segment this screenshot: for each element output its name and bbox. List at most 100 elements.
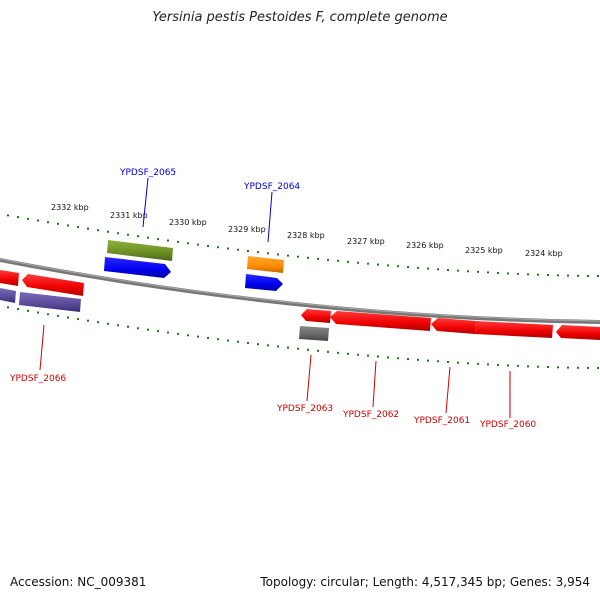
minor-tick [37,311,39,314]
minor-tick [477,270,479,273]
gene-YPDSF_2060[interactable] [475,321,553,338]
label-leaders [39,177,511,418]
minor-tick [577,274,579,277]
minor-tick [427,359,429,362]
minor-tick [377,263,379,266]
minor-tick [467,270,469,273]
minor-tick [557,274,559,277]
gene-YPDSF_2061[interactable] [431,318,476,334]
minor-tick [417,266,419,269]
minor-tick [107,230,109,233]
minor-tick [277,253,279,256]
minor-tick [197,335,199,338]
minor-tick [587,366,589,369]
minor-tick [357,353,359,356]
minor-tick [307,256,309,259]
minor-tick [527,365,529,368]
gene-label[interactable]: YPDSF_2064 [243,182,300,192]
minor-tick [87,319,89,322]
minor-tick [417,358,419,361]
minor-tick [217,338,219,341]
gene-YPDSF_2063[interactable] [299,309,331,341]
gene-red-left[interactable] [22,274,84,296]
minor-tick [77,226,79,229]
minor-tick [107,322,109,325]
gene-YPDSF_2066[interactable] [19,292,81,312]
minor-tick [197,243,199,246]
minor-tick [547,274,549,277]
minor-tick [167,239,169,242]
minor-tick [157,330,159,333]
gene-YPDSF_2064[interactable] [245,256,284,291]
minor-tick [537,365,539,368]
minor-tick [17,216,19,219]
minor-tick [397,357,399,360]
minor-tick [87,227,89,230]
gene-label[interactable]: YPDSF_2066 [9,374,66,384]
minor-tick [497,363,499,366]
minor-tick [437,360,439,363]
scale-ticks-outer [7,214,599,277]
scale-label: 2331 kbp [110,211,148,220]
minor-tick [257,251,259,254]
minor-tick [377,355,379,358]
minor-tick [337,351,339,354]
minor-tick [597,366,599,369]
gene-left-edge [0,270,19,303]
minor-tick [307,348,309,351]
scale-label: 2324 kbp [525,249,563,258]
minor-tick [327,258,329,261]
minor-tick [97,229,99,232]
accession-text: Accession: NC_009381 [10,575,147,589]
minor-tick [317,257,319,260]
minor-tick [517,364,519,367]
gene-YPDSF_2065[interactable] [104,240,173,278]
minor-tick [587,274,589,277]
minor-tick [157,238,159,241]
gene-label[interactable]: YPDSF_2060 [479,420,536,430]
minor-tick [357,261,359,264]
gene-label[interactable]: YPDSF_2063 [276,404,333,414]
minor-tick [567,366,569,369]
minor-tick [397,265,399,268]
scale-label: 2327 kbp [347,237,385,246]
minor-tick [117,232,119,235]
minor-tick [127,325,129,328]
minor-tick [77,318,79,321]
gene-label[interactable]: YPDSF_2065 [119,168,176,178]
minor-tick [487,271,489,274]
scale-label: 2329 kbp [228,225,266,234]
minor-tick [457,361,459,364]
minor-tick [277,345,279,348]
minor-tick [187,242,189,245]
minor-tick [557,366,559,369]
minor-tick [367,354,369,357]
minor-tick [537,273,539,276]
minor-tick [27,217,29,220]
minor-tick [287,254,289,257]
gene-YPDSF_2062[interactable] [330,311,431,331]
minor-tick [477,362,479,365]
minor-tick [247,341,249,344]
minor-tick [207,336,209,339]
gene-label[interactable]: YPDSF_2062 [342,410,399,420]
minor-tick [37,219,39,222]
minor-tick [147,236,149,239]
scale-label: 2328 kbp [287,231,325,240]
minor-tick [497,271,499,274]
minor-tick [447,360,449,363]
minor-tick [227,247,229,250]
minor-tick [267,252,269,255]
minor-tick [387,264,389,267]
minor-tick [367,262,369,265]
gene-label[interactable]: YPDSF_2061 [413,416,470,426]
minor-tick [507,272,509,275]
minor-tick [67,316,69,319]
minor-tick [327,350,329,353]
genome-summary-text: Topology: circular; Length: 4,517,345 bp… [260,575,590,589]
scale-label: 2325 kbp [465,246,503,255]
minor-tick [427,267,429,270]
minor-tick [177,240,179,243]
minor-tick [597,274,599,277]
